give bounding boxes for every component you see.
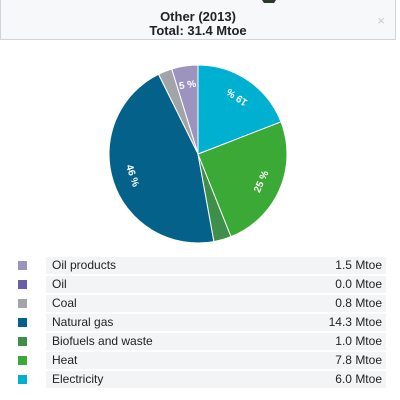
legend-row[interactable]: Oil products 1.5 Mtoe xyxy=(14,256,386,275)
legend-row[interactable]: Heat 7.8 Mtoe xyxy=(14,351,386,370)
legend-swatch xyxy=(18,375,27,384)
pie-data-label: 5 % xyxy=(178,79,197,92)
legend-value: 0.8 Mtoe xyxy=(335,296,382,310)
legend-value: 6.0 Mtoe xyxy=(335,372,382,386)
legend-swatch xyxy=(18,280,27,289)
pie-slice-natural-gas[interactable] xyxy=(108,73,215,244)
legend-row-background xyxy=(46,257,386,274)
legend-table: Oil products 1.5 Mtoe Oil 0.0 Mtoe Coal 0.8 M… xyxy=(14,256,386,389)
pie-chart: 5 %46 % 25 %19 % xyxy=(108,64,288,244)
legend-label: Oil xyxy=(52,277,67,291)
decorative-fragment xyxy=(262,0,276,3)
legend-label: Heat xyxy=(52,353,78,367)
close-icon[interactable]: × xyxy=(377,13,385,28)
legend-label: Natural gas xyxy=(52,315,114,329)
legend-row[interactable]: Electricity 6.0 Mtoe xyxy=(14,370,386,389)
legend-row[interactable]: Biofuels and waste 1.0 Mtoe xyxy=(14,332,386,351)
legend-row-background xyxy=(46,333,386,350)
legend-value: 7.8 Mtoe xyxy=(335,353,382,367)
legend-value: 14.3 Mtoe xyxy=(328,315,382,329)
legend-row-background xyxy=(46,295,386,312)
legend-swatch xyxy=(18,261,27,270)
legend-row[interactable]: Oil 0.0 Mtoe xyxy=(14,275,386,294)
legend-row[interactable]: Natural gas 14.3 Mtoe xyxy=(14,313,386,332)
legend-swatch xyxy=(18,299,27,308)
pie-slice-electricity[interactable] xyxy=(197,64,282,155)
legend-swatch xyxy=(18,318,27,327)
legend-swatch xyxy=(18,337,27,346)
legend-value: 1.0 Mtoe xyxy=(335,334,382,348)
legend-swatch xyxy=(18,356,27,365)
legend-label: Biofuels and waste xyxy=(52,334,153,348)
chart-total: Total: 31.4 Mtoe xyxy=(149,23,247,38)
legend-row-background xyxy=(46,352,386,369)
legend-row-background xyxy=(46,314,386,331)
pie-slice-heat[interactable] xyxy=(197,121,288,238)
chart-header: Other (2013) Total: 31.4 Mtoe × xyxy=(0,0,396,40)
legend-row-background xyxy=(46,276,386,293)
legend-value: 1.5 Mtoe xyxy=(335,258,382,272)
chart-title: Other (2013) xyxy=(160,9,236,24)
legend-label: Coal xyxy=(52,296,77,310)
legend-label: Oil products xyxy=(52,258,117,272)
legend-row-background xyxy=(46,371,386,388)
legend-row[interactable]: Coal 0.8 Mtoe xyxy=(14,294,386,313)
legend-value: 0.0 Mtoe xyxy=(335,277,382,291)
legend-label: Electricity xyxy=(52,372,104,386)
